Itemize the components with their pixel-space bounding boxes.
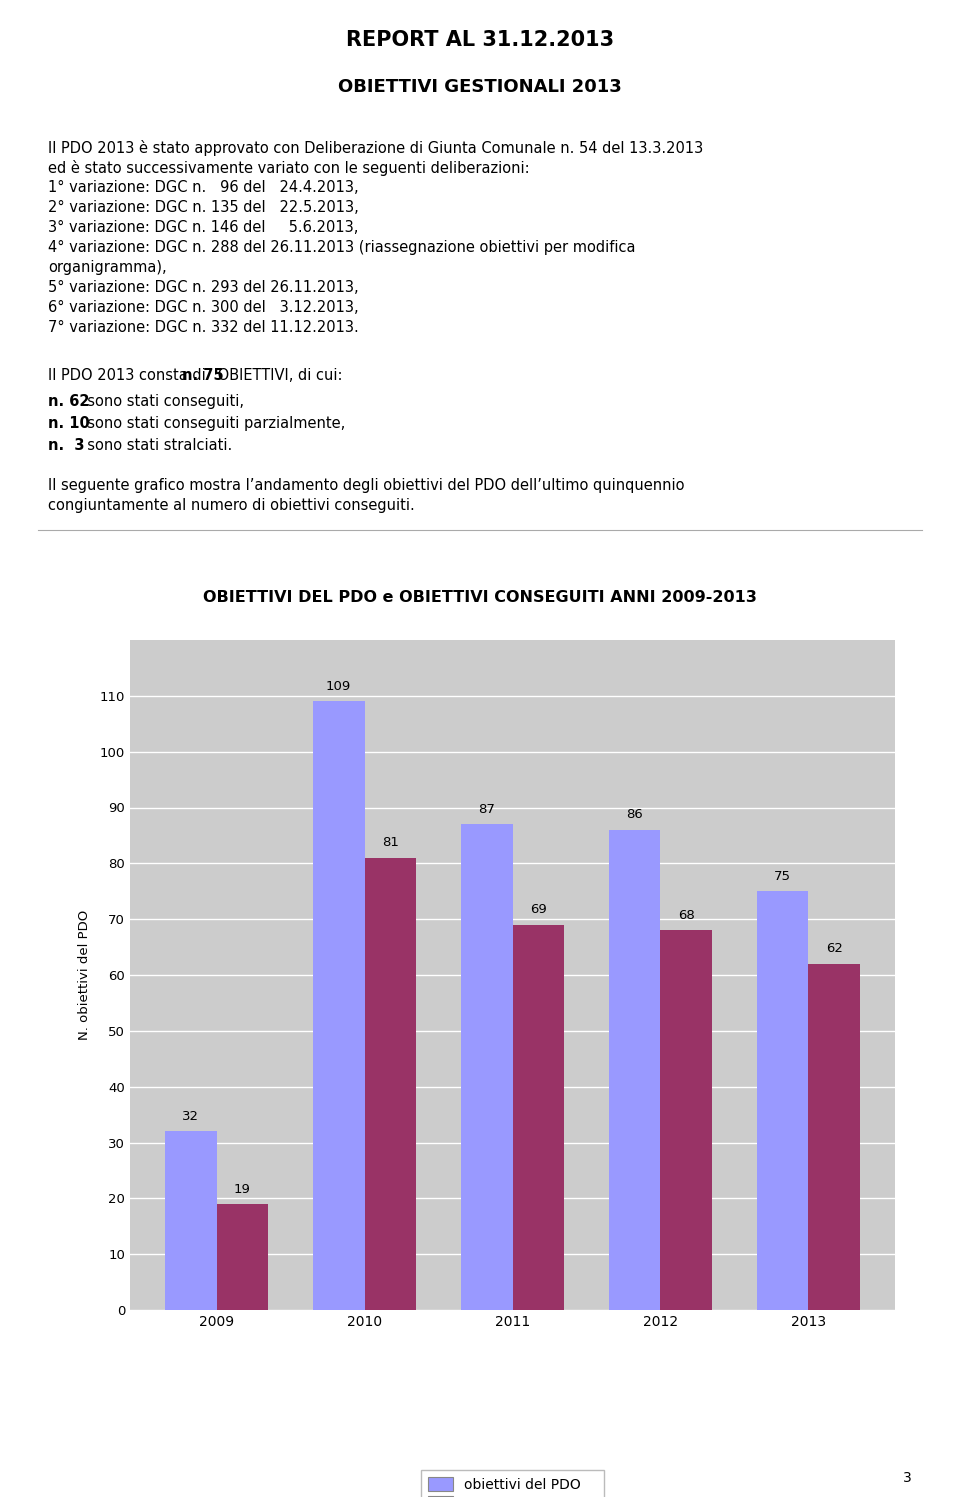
Bar: [365, 858, 417, 1310]
Text: ed è stato successivamente variato con le seguenti deliberazioni:: ed è stato successivamente variato con l…: [48, 160, 530, 177]
Text: n. 10: n. 10: [48, 416, 89, 431]
Text: 19: 19: [234, 1183, 251, 1196]
Text: sono stati stralciati.: sono stati stralciati.: [79, 439, 232, 454]
Text: 3: 3: [903, 1472, 912, 1485]
Text: 7° variazione: DGC n. 332 del 11.12.2013.: 7° variazione: DGC n. 332 del 11.12.2013…: [48, 320, 359, 335]
Bar: [313, 702, 365, 1310]
Text: organigramma),: organigramma),: [48, 260, 167, 275]
Text: OBIETTIVI GESTIONALI 2013: OBIETTIVI GESTIONALI 2013: [338, 78, 622, 96]
Text: 69: 69: [530, 903, 547, 916]
Bar: [756, 891, 808, 1310]
Text: REPORT AL 31.12.2013: REPORT AL 31.12.2013: [346, 30, 614, 49]
Text: 86: 86: [626, 808, 643, 822]
Text: sono stati conseguiti,: sono stati conseguiti,: [79, 394, 245, 409]
Bar: [660, 930, 712, 1310]
Text: n.  3: n. 3: [48, 439, 84, 454]
Text: Il seguente grafico mostra l’andamento degli obiettivi del PDO dell’ultimo quinq: Il seguente grafico mostra l’andamento d…: [48, 478, 684, 493]
Text: 3° variazione: DGC n. 146 del     5.6.2013,: 3° variazione: DGC n. 146 del 5.6.2013,: [48, 220, 358, 235]
Text: 4° variazione: DGC n. 288 del 26.11.2013 (riassegnazione obiettivi per modifica: 4° variazione: DGC n. 288 del 26.11.2013…: [48, 240, 636, 254]
Bar: [165, 1132, 217, 1310]
Legend: obiettivi del PDO, obiettivi conseguiti: obiettivi del PDO, obiettivi conseguiti: [421, 1470, 604, 1497]
Text: OBIETTIVI, di cui:: OBIETTIVI, di cui:: [213, 368, 342, 383]
Text: 68: 68: [678, 909, 695, 922]
Text: sono stati conseguiti parzialmente,: sono stati conseguiti parzialmente,: [79, 416, 346, 431]
Text: OBIETTIVI DEL PDO e OBIETTIVI CONSEGUITI ANNI 2009-2013: OBIETTIVI DEL PDO e OBIETTIVI CONSEGUITI…: [204, 590, 756, 605]
Text: 2° variazione: DGC n. 135 del   22.5.2013,: 2° variazione: DGC n. 135 del 22.5.2013,: [48, 201, 359, 216]
Text: 6° variazione: DGC n. 300 del   3.12.2013,: 6° variazione: DGC n. 300 del 3.12.2013,: [48, 299, 359, 314]
Text: 62: 62: [826, 943, 843, 955]
Text: 75: 75: [774, 870, 791, 883]
Text: n. 62: n. 62: [48, 394, 89, 409]
Text: 87: 87: [478, 802, 495, 816]
Text: 32: 32: [182, 1109, 199, 1123]
Text: 109: 109: [326, 680, 351, 693]
Text: n. 75: n. 75: [182, 368, 224, 383]
Bar: [609, 829, 660, 1310]
Bar: [513, 925, 564, 1310]
Y-axis label: N. obiettivi del PDO: N. obiettivi del PDO: [79, 910, 91, 1040]
Bar: [217, 1204, 269, 1310]
Text: 81: 81: [382, 837, 398, 849]
Text: 1° variazione: DGC n.   96 del   24.4.2013,: 1° variazione: DGC n. 96 del 24.4.2013,: [48, 180, 359, 195]
Text: congiuntamente al numero di obiettivi conseguiti.: congiuntamente al numero di obiettivi co…: [48, 499, 415, 513]
Bar: [461, 825, 513, 1310]
Text: Il PDO 2013 è stato approvato con Deliberazione di Giunta Comunale n. 54 del 13.: Il PDO 2013 è stato approvato con Delibe…: [48, 141, 704, 156]
Bar: [808, 964, 860, 1310]
Text: 5° variazione: DGC n. 293 del 26.11.2013,: 5° variazione: DGC n. 293 del 26.11.2013…: [48, 280, 359, 295]
Text: Il PDO 2013 consta di: Il PDO 2013 consta di: [48, 368, 210, 383]
